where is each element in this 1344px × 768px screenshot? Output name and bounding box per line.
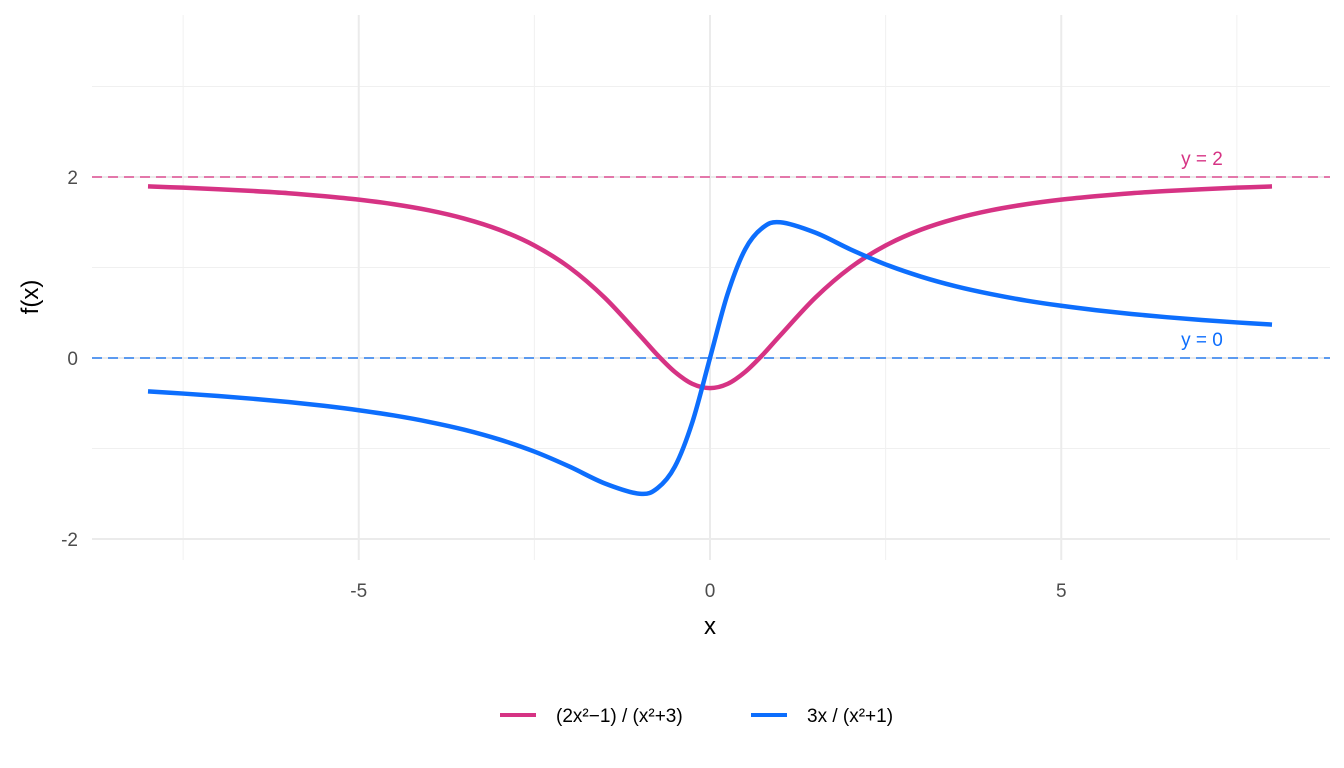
legend-label-series-1: (2x²−1) / (x²+3) (556, 706, 683, 727)
y-tick-label: 2 (67, 168, 78, 189)
series-lines (147, 184, 1273, 497)
tick-labels: -5 0 5 -2 0 2 (61, 168, 1066, 602)
y-tick-label: -2 (61, 530, 78, 551)
reference-lines: y = 2 y = 0 (92, 149, 1330, 359)
series-line-1 (147, 184, 1273, 391)
legend: (2x²−1) / (x²+3) 3x / (x²+1) (500, 706, 893, 727)
legend-label-series-2: 3x / (x²+1) (807, 706, 893, 727)
y-tick-label: 0 (67, 349, 78, 370)
x-tick-label: -5 (350, 581, 367, 602)
x-tick-label: 0 (705, 581, 716, 602)
grid (92, 15, 1330, 560)
x-axis-label: x (704, 613, 716, 640)
series-line-2 (147, 219, 1273, 497)
y-axis-label: f(x) (17, 280, 44, 315)
x-tick-label: 5 (1056, 581, 1067, 602)
reference-line-label: y = 2 (1181, 149, 1223, 170)
reference-line-label: y = 0 (1181, 330, 1223, 351)
